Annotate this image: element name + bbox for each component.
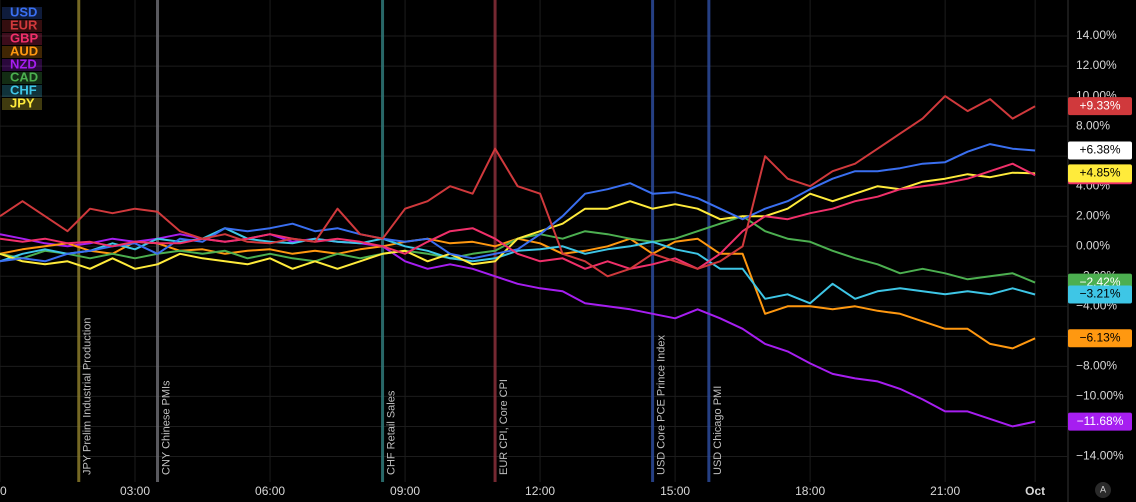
value-label: −6.13% xyxy=(1079,330,1120,344)
y-tick-label: −8.00% xyxy=(1076,359,1117,373)
last-value-box xyxy=(1068,285,1132,304)
legend-label: CAD xyxy=(10,69,38,84)
y-tick-label: −14.00% xyxy=(1076,449,1124,463)
x-tick-label: 18:00 xyxy=(795,484,825,498)
value-label: +4.85% xyxy=(1079,166,1120,180)
event-label: USD Core PCE Prince Index xyxy=(655,335,667,475)
y-tick-label: 12.00% xyxy=(1076,58,1117,72)
x-tick-label: 12:00 xyxy=(525,484,555,498)
x-tick-label: 09:00 xyxy=(390,484,420,498)
event-label: CNY Chinese PMIs xyxy=(160,380,172,475)
series-line xyxy=(0,171,1036,270)
y-tick-label: 14.00% xyxy=(1076,28,1117,42)
legend-label: JPY xyxy=(10,95,35,110)
series-line xyxy=(0,162,1036,270)
value-label: +6.38% xyxy=(1079,143,1120,157)
legend-label: EUR xyxy=(10,17,38,32)
legend-swatch xyxy=(2,59,42,71)
event-label: CHF Retail Sales xyxy=(385,390,397,475)
event-label: USD Chicago PMI xyxy=(712,386,724,475)
legend-swatch xyxy=(2,20,42,32)
value-label: −2.42% xyxy=(1079,275,1120,289)
x-tick-label: 03:00 xyxy=(120,484,150,498)
value-label: +9.33% xyxy=(1079,98,1120,112)
last-value-box xyxy=(1068,141,1132,160)
series-line xyxy=(0,95,1036,278)
y-tick-label: −10.00% xyxy=(1076,389,1124,403)
event-line xyxy=(156,0,160,482)
legend-swatch xyxy=(2,72,42,84)
event-line xyxy=(707,0,711,482)
event-line xyxy=(381,0,385,482)
last-value-box xyxy=(1068,329,1132,348)
legend-swatch xyxy=(2,46,42,58)
event-label: JPY Prelim Industrial Production xyxy=(82,317,94,475)
x-tick-label: 21:00 xyxy=(930,484,960,498)
x-tick-label: 0 xyxy=(0,484,7,498)
y-tick-label: 8.00% xyxy=(1076,118,1110,132)
legend-swatch xyxy=(2,98,42,110)
legend-label: AUD xyxy=(10,43,38,58)
auto-scale-button[interactable] xyxy=(1095,482,1111,498)
last-value-box xyxy=(1068,164,1132,183)
y-tick-label: 2.00% xyxy=(1076,208,1110,222)
value-label: −11.68% xyxy=(1077,414,1124,428)
legend-swatch xyxy=(2,85,42,97)
legend-swatch xyxy=(2,7,42,19)
legend-label: NZD xyxy=(10,56,37,71)
legend-swatch xyxy=(2,33,42,45)
event-label: EUR CPI, Core CPI xyxy=(498,379,510,475)
last-value-box xyxy=(1068,97,1132,116)
event-line xyxy=(493,0,497,482)
event-line xyxy=(77,0,81,482)
legend-label: GBP xyxy=(10,30,39,45)
legend-label: USD xyxy=(10,4,37,19)
x-tick-label: 06:00 xyxy=(255,484,285,498)
series-line xyxy=(0,233,1036,428)
value-label: −3.21% xyxy=(1079,287,1120,301)
auto-scale-icon[interactable]: A xyxy=(1100,484,1106,494)
y-tick-label: 0.00% xyxy=(1076,238,1110,252)
x-tick-label: 15:00 xyxy=(660,484,690,498)
legend-label: CHF xyxy=(10,82,37,97)
x-tick-label: Oct xyxy=(1025,484,1045,498)
last-value-box xyxy=(1068,412,1132,431)
series-line xyxy=(0,227,1036,305)
